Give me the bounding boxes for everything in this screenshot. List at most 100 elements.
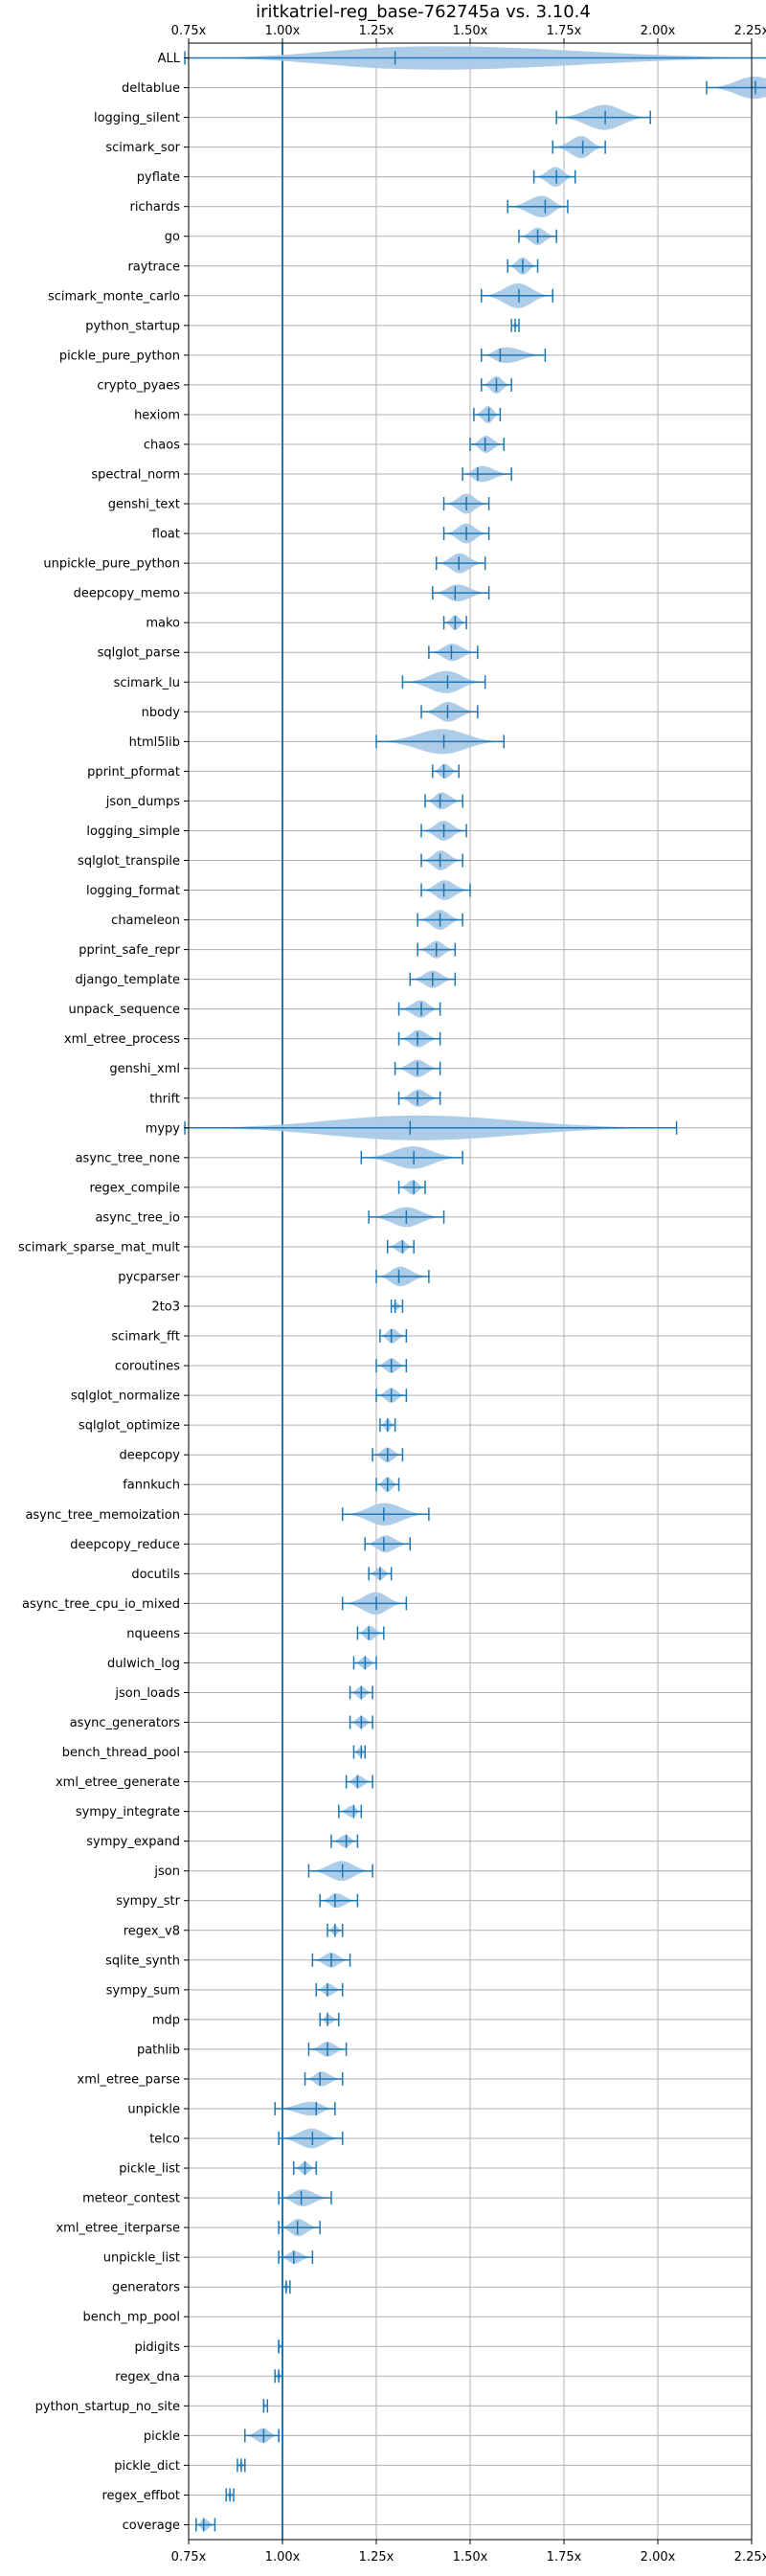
violin-thrift xyxy=(397,1089,441,1107)
category-label: meteor_contest xyxy=(82,2192,180,2206)
category-label: unpack_sequence xyxy=(68,1003,180,1017)
grid-layer xyxy=(188,43,753,2540)
category-label: deltablue xyxy=(122,81,180,96)
violin-layer xyxy=(184,43,766,2540)
category-label: pyflate xyxy=(137,170,180,185)
category-label: pathlib xyxy=(137,2043,180,2057)
violin-telco xyxy=(278,2128,344,2149)
violin-sqlglot_parse xyxy=(428,644,479,662)
category-label: raytrace xyxy=(127,260,180,274)
plot-frame xyxy=(188,42,753,2541)
violin-html5lib xyxy=(375,729,506,755)
category-label: bench_mp_pool xyxy=(82,2311,180,2325)
violin-pickle_pure_python xyxy=(481,347,547,364)
violin-go xyxy=(518,227,557,245)
category-label: json_loads xyxy=(114,1686,180,1701)
category-label: unpickle_pure_python xyxy=(43,557,180,572)
x-tick-label-top: 1.75x xyxy=(547,24,582,38)
violin-nbody xyxy=(420,701,479,722)
category-label: sqlglot_transpile xyxy=(78,854,180,869)
violin-xml_etree_iterparse xyxy=(278,2219,321,2237)
x-tick-label-bottom: 1.75x xyxy=(547,2550,582,2565)
violin-pathlib xyxy=(307,2042,348,2057)
violin-deltablue xyxy=(706,76,766,100)
category-label: scimark_sparse_mat_mult xyxy=(18,1240,180,1254)
category-label: scimark_fft xyxy=(111,1330,180,1344)
violin-async_tree_io xyxy=(368,1207,445,1228)
category-label: sympy_expand xyxy=(86,1835,180,1849)
violin-nqueens xyxy=(356,1625,385,1641)
category-label: logging_format xyxy=(86,884,180,898)
category-label: ALL xyxy=(158,52,181,66)
violin-pickle xyxy=(244,2428,280,2444)
category-label: sqlglot_parse xyxy=(98,646,180,661)
category-label: pickle_dict xyxy=(114,2459,180,2474)
violin-hexiom xyxy=(473,405,502,423)
violin-coroutines xyxy=(375,1358,408,1373)
category-label: fannkuch xyxy=(123,1479,180,1493)
x-tick-label-top: 0.75x xyxy=(171,24,207,38)
category-label: json_dumps xyxy=(105,795,180,809)
violin-pycparser xyxy=(375,1266,430,1287)
category-label: 2to3 xyxy=(151,1300,180,1315)
category-label: django_template xyxy=(76,973,180,987)
violin-xml_etree_process xyxy=(397,1029,441,1048)
violin-regex_effbot xyxy=(225,2488,235,2502)
violin-scimark_fft xyxy=(379,1328,408,1344)
category-label: unpickle xyxy=(127,2102,180,2116)
violin-meteor_contest xyxy=(278,2189,332,2207)
category-label: sympy_str xyxy=(116,1894,180,1909)
category-label: sympy_sum xyxy=(106,1983,180,1998)
violin-python_startup_no_site xyxy=(262,2399,269,2413)
x-tick-label-bottom: 1.00x xyxy=(265,2550,301,2565)
category-label: sqlite_synth xyxy=(105,1954,180,1968)
violin-sympy_sum xyxy=(315,1982,344,1997)
violin-pyflate xyxy=(532,167,576,188)
violin-unpickle_list xyxy=(278,2250,314,2265)
category-label: pickle_list xyxy=(119,2162,180,2177)
category-label: mdp xyxy=(152,2013,180,2027)
violin-sympy_integrate xyxy=(338,1804,363,1819)
category-label: python_startup_no_site xyxy=(35,2400,180,2414)
violin-deepcopy xyxy=(372,1447,404,1463)
violin-genshi_xml xyxy=(394,1059,441,1077)
category-label: async_tree_none xyxy=(76,1151,180,1165)
violin-generators xyxy=(282,2280,291,2294)
category-label: json xyxy=(153,1864,180,1879)
violin-docutils xyxy=(368,1567,393,1581)
x-tick-label-top: 1.50x xyxy=(453,24,488,38)
category-label: nbody xyxy=(142,706,181,720)
category-label: spectral_norm xyxy=(91,468,180,483)
x-tick-label-bottom: 2.00x xyxy=(641,2550,676,2565)
violin-pprint_pformat xyxy=(432,763,460,780)
violin-crypto_pyaes xyxy=(481,375,512,395)
category-label: xml_etree_generate xyxy=(56,1775,180,1790)
violin-dulwich_log xyxy=(352,1656,377,1670)
category-label: richards xyxy=(130,200,181,215)
category-label: async_tree_memoization xyxy=(25,1508,180,1523)
violin-ALL xyxy=(184,46,766,70)
category-label: regex_effbot xyxy=(101,2489,180,2503)
violin-unpickle_pure_python xyxy=(435,553,486,574)
category-label: generators xyxy=(112,2281,180,2295)
violin-deepcopy_memo xyxy=(432,584,490,602)
category-label: pprint_safe_repr xyxy=(79,943,180,958)
violin-logging_silent xyxy=(555,104,651,130)
violin-logging_simple xyxy=(420,821,467,841)
violin-raytrace xyxy=(507,257,539,275)
category-label: chaos xyxy=(144,438,180,452)
violin-scimark_sparse_mat_mult xyxy=(387,1239,415,1254)
category-label: pidigits xyxy=(135,2340,181,2355)
category-label: xml_etree_iterparse xyxy=(56,2222,180,2236)
category-label: bench_thread_pool xyxy=(62,1746,180,1760)
category-label: unpickle_list xyxy=(103,2251,180,2266)
violin-async_tree_cpu_io_mixed xyxy=(341,1592,408,1616)
violin-pidigits xyxy=(278,2339,283,2354)
category-label: logging_silent xyxy=(94,111,180,125)
category-label: hexiom xyxy=(134,408,180,422)
violin-sympy_str xyxy=(319,1893,359,1909)
axis-layer: 0.75x 0.75x 1.00x 1.00x 1.25x 1.25x 1.50x 1.50x… xyxy=(18,24,766,2565)
category-label: deepcopy xyxy=(119,1449,180,1463)
